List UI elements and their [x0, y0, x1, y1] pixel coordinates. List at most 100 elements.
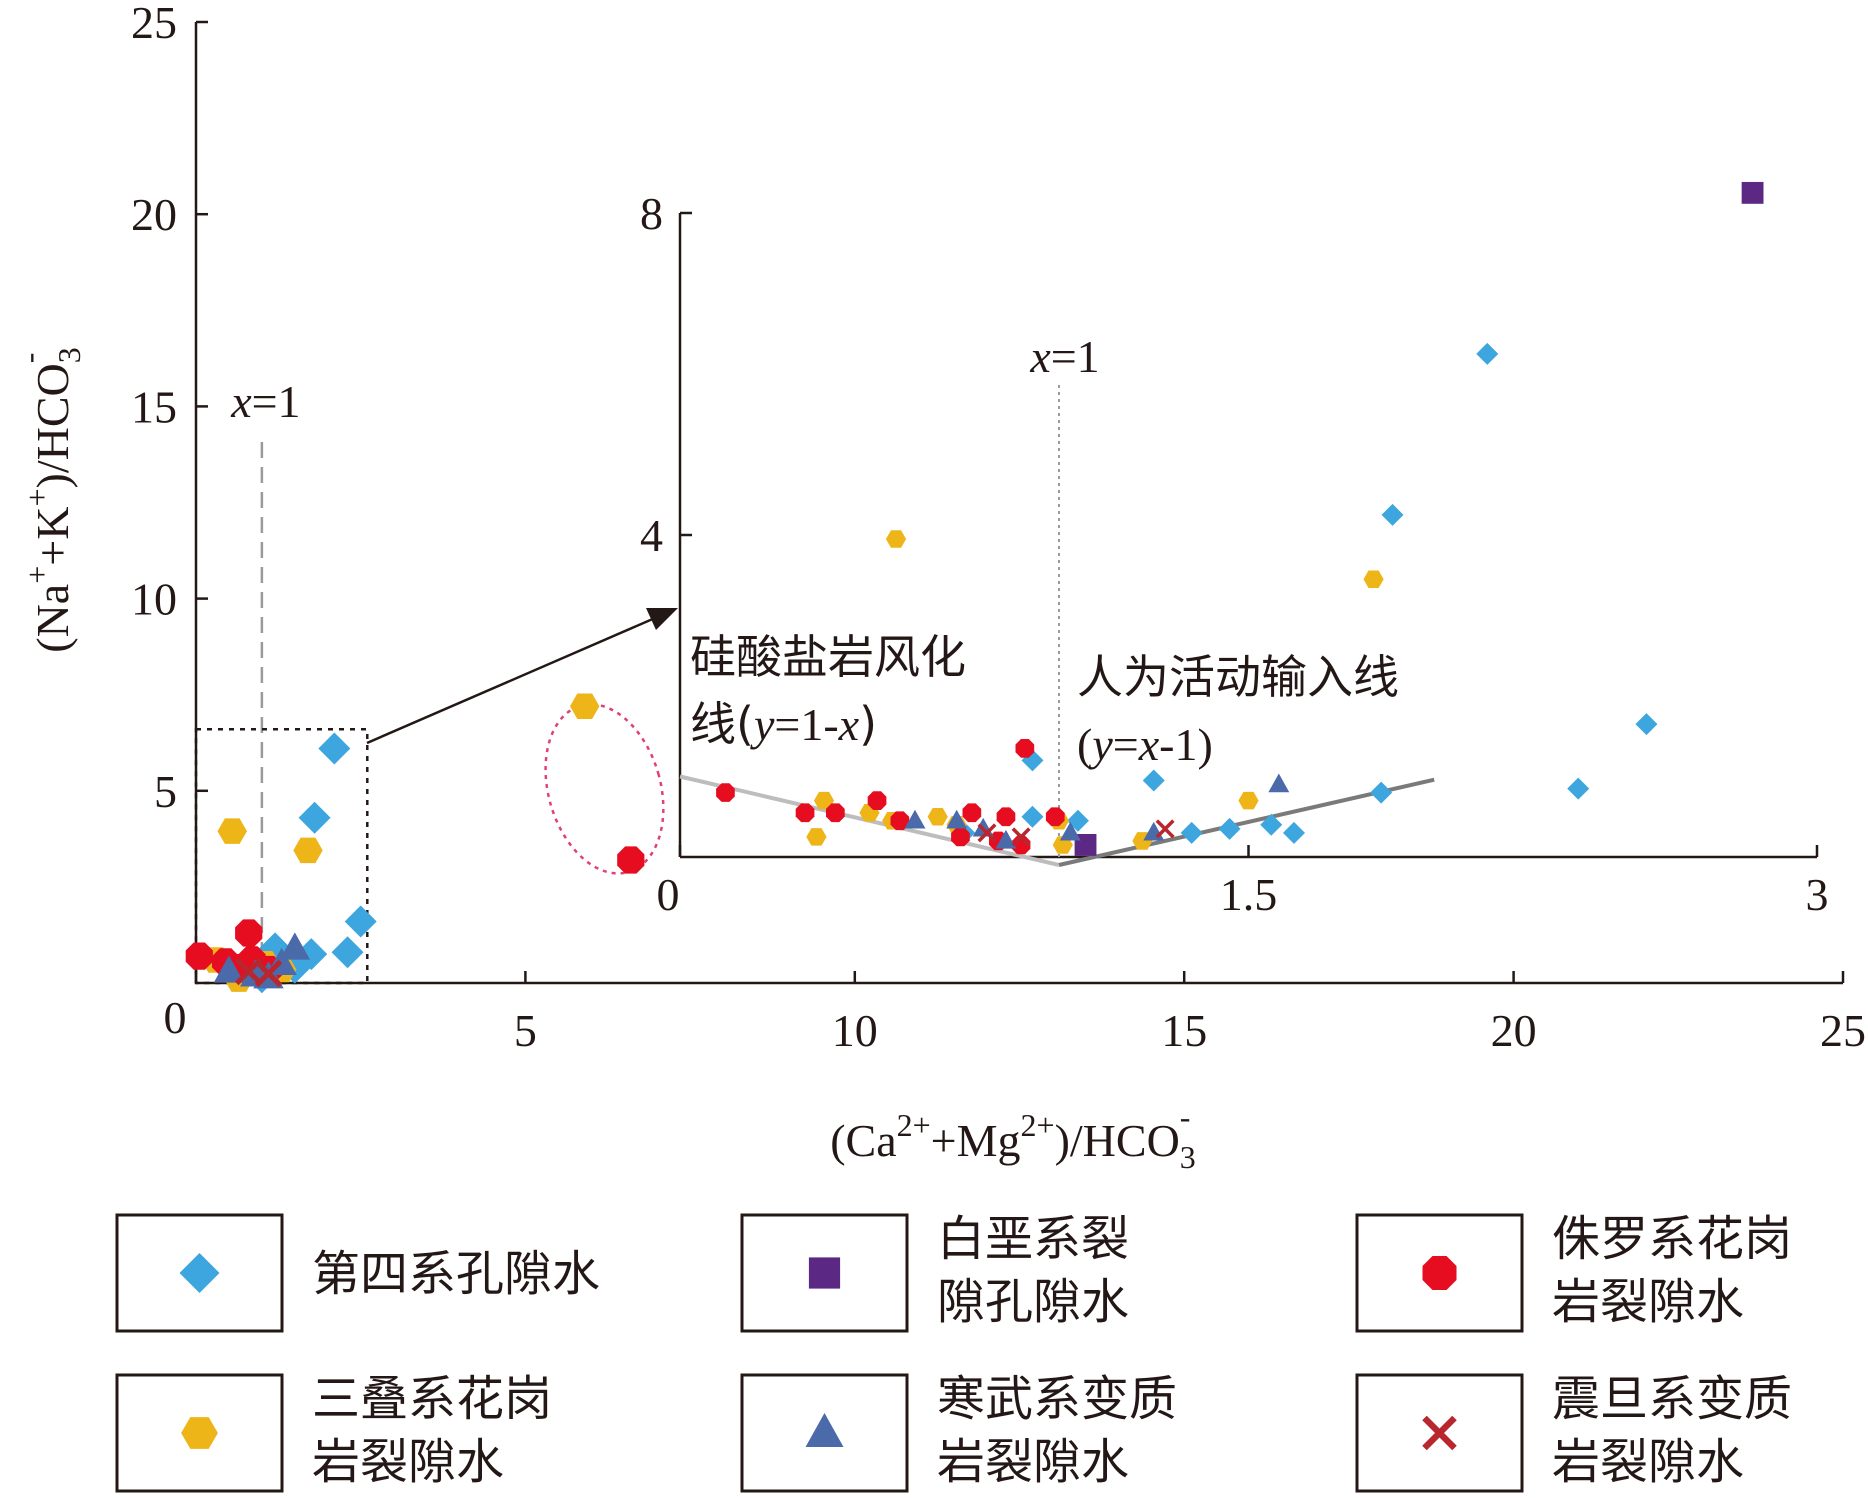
- main-diamond-marker: [331, 936, 364, 969]
- legend-label: 岩裂隙水: [312, 1434, 504, 1490]
- inset-triangle-marker: [995, 829, 1017, 849]
- inset-plot: 0 1.5 3 48 x=1 硅酸盐岩风化 线(y=1-x) 人为活动输入线 (y=…: [640, 181, 1829, 920]
- inset-diamond-marker: [1021, 805, 1044, 828]
- inset-y-tick-label: 4: [640, 510, 663, 561]
- main-octagon-marker: [617, 846, 645, 874]
- legend-label: 三叠系花岗: [312, 1371, 552, 1427]
- inset-octagon-marker: [951, 827, 970, 847]
- legend-label: 隙孔隙水: [937, 1274, 1129, 1330]
- main-octagon-marker: [235, 919, 263, 947]
- legend-box: [1355, 1213, 1524, 1333]
- main-hexagon-marker: [293, 837, 323, 864]
- legend-label: 寒武系变质: [937, 1371, 1177, 1427]
- inset-triangle-marker: [904, 809, 926, 829]
- inset-hexagon-marker: [1363, 570, 1384, 588]
- y-axis-title: (Na++K+)/HCO3-: [11, 347, 87, 652]
- legend-box: [740, 1373, 909, 1493]
- inset-octagon-marker: [716, 783, 735, 802]
- inset-x-tick-label: 0: [657, 869, 680, 920]
- ref-rest: =1: [252, 376, 301, 427]
- main-origin-label: 0: [164, 992, 187, 1043]
- legend-label: 侏罗系花岗: [1552, 1211, 1792, 1267]
- inset-diamond-marker: [1142, 769, 1165, 792]
- legend-label: 震旦系变质: [1552, 1371, 1792, 1427]
- main-triangle-marker: [279, 932, 311, 960]
- inset-triangle-marker: [946, 809, 968, 829]
- inset-y-tick-label: 8: [640, 188, 663, 239]
- inset-diamond-marker: [1381, 503, 1404, 526]
- inset-diamond-marker: [1635, 713, 1658, 736]
- legend-box: [1355, 1373, 1524, 1493]
- legend-cross-marker: [1422, 1415, 1457, 1451]
- inset-ref-var: x: [1029, 331, 1051, 382]
- inset-hexagon-marker: [927, 808, 948, 826]
- main-x-tick-label: 15: [1161, 1005, 1207, 1056]
- inset-diamond-marker: [1476, 342, 1499, 365]
- legend-diamond-marker: [179, 1253, 220, 1293]
- legend-octagon-marker: [1422, 1256, 1457, 1290]
- inset-diamond-marker: [1370, 781, 1393, 804]
- human-line-label: 人为活动输入线: [1077, 650, 1399, 704]
- inset-diamond-marker: [1567, 777, 1590, 800]
- main-diamond-marker: [298, 801, 331, 834]
- main-triangle-marker: [213, 955, 245, 983]
- main-hexagon-marker: [570, 693, 600, 719]
- main-x-tick-label: 5: [514, 1005, 537, 1056]
- inset-x-tick-label: 3: [1806, 869, 1829, 920]
- legend-box: [115, 1213, 284, 1333]
- inset-diamond-marker: [1282, 821, 1305, 844]
- main-x-tick-label: 10: [832, 1005, 878, 1056]
- inset-octagon-marker: [1015, 739, 1035, 758]
- inset-diamond-marker: [1260, 813, 1283, 836]
- main-y-tick-label: 5: [154, 766, 177, 817]
- inset-reference-label: x=1: [1029, 331, 1099, 382]
- inset-hexagon-marker: [813, 791, 835, 810]
- inset-cross-marker: [1155, 819, 1175, 839]
- inset-octagon-marker: [795, 803, 815, 823]
- inset-hexagon-marker: [1238, 791, 1259, 810]
- main-reference-label: x=1: [230, 376, 300, 427]
- x-axis-title: (Ca2++Mg2+)/HCO3-: [830, 1099, 1196, 1175]
- inset-octagon-marker: [962, 803, 982, 823]
- legend-square-marker: [808, 1257, 841, 1289]
- legend-box: [115, 1373, 284, 1493]
- silicate-line-equation: 线(y=1-x): [690, 697, 877, 751]
- inset-triangle-marker: [1268, 773, 1290, 793]
- inset-points: [716, 181, 1764, 856]
- main-diamond-marker: [318, 732, 351, 765]
- highlight-ellipse: [544, 703, 665, 875]
- inset-hexagon-marker: [885, 530, 907, 548]
- zoom-arrow-head: [646, 608, 678, 630]
- main-y-tick-label: 15: [131, 381, 177, 432]
- main-cross-marker: [254, 959, 283, 988]
- main-points: [185, 693, 645, 994]
- legend-label: 第四系孔隙水: [312, 1246, 600, 1302]
- inset-hexagon-marker: [806, 828, 827, 846]
- legend-label: 岩裂隙水: [1552, 1274, 1744, 1330]
- inset-ref-rest: =1: [1051, 331, 1100, 382]
- human-line-equation: (y=x-1): [1077, 719, 1213, 770]
- silicate-line-label: 硅酸盐岩风化: [690, 630, 966, 684]
- inset-cross-marker: [1011, 827, 1031, 847]
- main-y-tick-label: 20: [131, 189, 177, 240]
- legend-label: 岩裂隙水: [937, 1434, 1129, 1490]
- inset-triangle-marker: [1059, 821, 1081, 841]
- inset-octagon-marker: [1045, 807, 1065, 827]
- main-x-ticks: 5 10 15 20 25: [194, 971, 1866, 1056]
- legend-box: [740, 1213, 909, 1333]
- legend: 第四系孔隙水白垩系裂隙孔隙水侏罗系花岗岩裂隙水三叠系花岗岩裂隙水寒武系变质岩裂隙…: [115, 1211, 1792, 1493]
- main-octagon-marker: [185, 942, 213, 970]
- inset-diamond-marker: [1218, 817, 1241, 840]
- main-y-tick-label: 10: [131, 574, 177, 625]
- legend-label: 岩裂隙水: [1552, 1434, 1744, 1490]
- inset-octagon-marker: [826, 803, 845, 823]
- inset-y-ticks: 48: [640, 188, 692, 561]
- inset-x-tick-label: 1.5: [1220, 869, 1278, 920]
- legend-hexagon-marker: [181, 1417, 218, 1449]
- main-x-tick-label: 25: [1820, 1005, 1866, 1056]
- inset-cross-marker: [977, 823, 997, 843]
- legend-label: 白垩系裂: [937, 1211, 1129, 1267]
- inset-x-ticks: 0 1.5 3: [657, 845, 1829, 920]
